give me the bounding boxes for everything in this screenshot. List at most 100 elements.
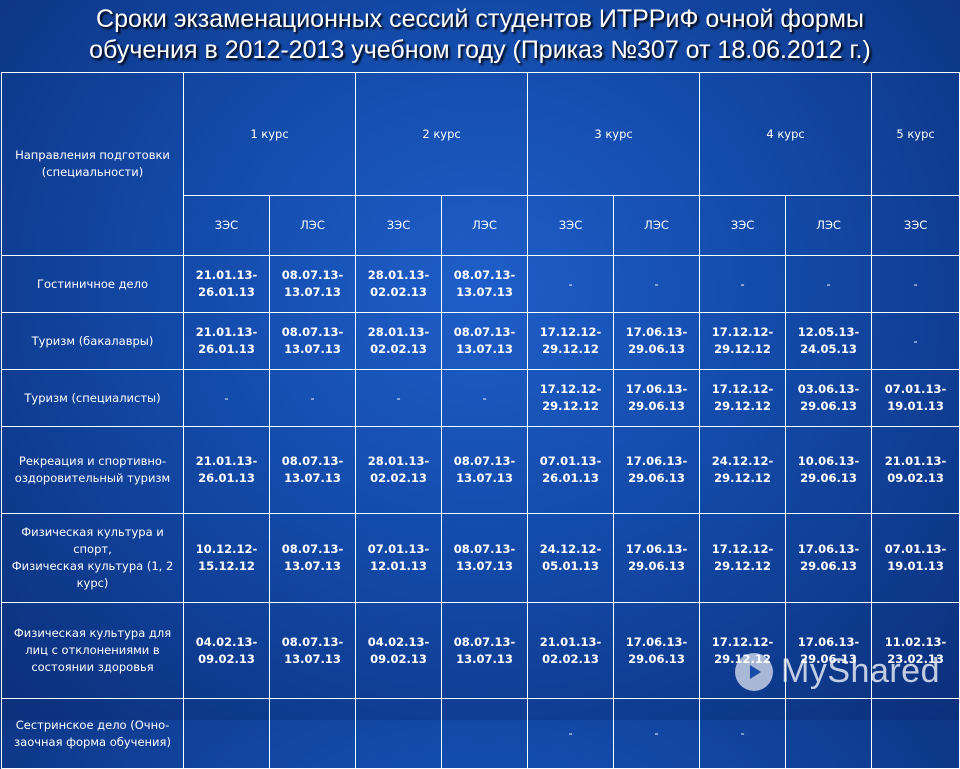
table-row: Физическая культура и спорт, Физическая к…: [1, 513, 960, 603]
session-date-cell: 07.01.13-19.01.13: [871, 369, 960, 427]
header-row-courses: Направления подготовки (специальности) 1…: [1, 72, 960, 256]
session-date-cell: 21.01.13-26.01.13: [183, 312, 270, 370]
session-date-cell: 24.12.12-29.12.12: [699, 426, 787, 514]
session-date-cell: 28.01.13-02.02.13: [355, 312, 443, 370]
session-date-cell: -: [441, 369, 529, 427]
session-date-cell: 17.12.12-29.12.12: [699, 369, 787, 427]
direction-name: Физическая культура для лиц с отклонения…: [1, 602, 184, 699]
session-date-cell: 11.02.13-23.02.13: [871, 602, 960, 699]
session-date-cell: 24.12.12-05.01.13: [527, 513, 615, 603]
session-date-cell: 08.07.13-13.07.13: [268, 513, 357, 603]
session-date-cell: [183, 698, 270, 769]
session-date-cell: 17.12.12-29.12.12: [699, 513, 787, 603]
session-header: ЛЭС: [613, 195, 701, 256]
table-row: Гостиничное дело 21.01.13-26.01.13 08.07.1…: [1, 255, 960, 313]
session-date-cell: -: [613, 255, 701, 313]
direction-name-part: Гостиничное дело: [36, 276, 149, 291]
session-date-cell: 21.01.13-26.01.13: [183, 426, 270, 514]
session-date-cell: -: [183, 369, 270, 427]
direction-name-part: Физическая культура и спорт,: [21, 525, 164, 556]
session-header: ЗЭС: [355, 195, 443, 256]
directions-header: Направления подготовки (специальности): [1, 72, 184, 256]
table-row: Физическая культура для лиц с отклонения…: [1, 602, 960, 699]
session-date-cell: [785, 698, 873, 769]
session-date-cell: -: [527, 698, 615, 769]
direction-name-part: Физическая культура (1, 2 курс): [11, 559, 174, 590]
session-date-cell: 10.06.13-29.06.13: [785, 426, 873, 514]
direction-name-part: Физическая культура для лиц с отклонения…: [13, 626, 172, 674]
course-header-3: 3 курс: [527, 72, 701, 196]
session-date-cell: 08.07.13-13.07.13: [268, 426, 357, 514]
session-date-cell: 17.12.12-29.12.12: [699, 312, 787, 370]
session-date-cell: 08.07.13-13.07.13: [441, 426, 529, 514]
session-header: ЗЭС: [527, 195, 615, 256]
session-date-cell: 21.01.13-09.02.13: [871, 426, 960, 514]
session-header: ЛЭС: [785, 195, 873, 256]
session-date-cell: 04.02.13-09.02.13: [355, 602, 443, 699]
session-date-cell: 07.01.13-19.01.13: [871, 513, 960, 603]
session-header: ЗЭС: [699, 195, 787, 256]
session-date-cell: -: [871, 255, 960, 313]
session-date-cell: 28.01.13-02.02.13: [355, 426, 443, 514]
session-date-cell: 28.01.13-02.02.13: [355, 255, 443, 313]
table-row: Сестринское дело (Очно-заочная форма обу…: [1, 698, 960, 769]
session-date-cell: 17.12.12-29.12.12: [699, 602, 787, 699]
session-date-cell: -: [268, 369, 357, 427]
session-date-cell: 17.06.13-29.06.13: [613, 513, 701, 603]
session-date-cell: 17.06.13-29.06.13: [785, 513, 873, 603]
direction-name: Туризм (бакалавры): [1, 312, 184, 370]
session-header: ЛЭС: [268, 195, 357, 256]
header-row-sessions: ЗЭС ЛЭС ЗЭС ЛЭС ЗЭС ЛЭС ЗЭС ЛЭС ЗЭС: [2, 195, 960, 256]
session-header: ЗЭС: [183, 195, 270, 256]
session-date-cell: 17.12.12-29.12.12: [527, 312, 615, 370]
session-date-cell: -: [871, 312, 960, 370]
session-date-cell: 07.01.13-12.01.13: [355, 513, 443, 603]
session-date-cell: [268, 698, 357, 769]
session-date-cell: -: [785, 255, 873, 313]
session-header: ЛЭС: [441, 195, 529, 256]
session-date-cell: [871, 698, 960, 769]
session-date-cell: -: [613, 698, 701, 769]
table-row: Туризм (специалисты) - - - -17.12.12-29.12.1…: [1, 369, 960, 427]
direction-name-part: Рекреация и спортивно-оздоровительный ту…: [14, 454, 171, 485]
session-date-cell: 10.12.12-15.12.12: [183, 513, 270, 603]
course-header-2: 2 курс: [355, 72, 529, 196]
session-date-cell: 17.12.12-29.12.12: [527, 369, 615, 427]
session-date-cell: 17.06.13-29.06.13: [613, 602, 701, 699]
direction-name-part: Туризм (специалисты): [24, 390, 161, 405]
session-date-cell: -: [699, 698, 787, 769]
session-date-cell: -: [699, 255, 787, 313]
session-date-cell: 17.06.13-29.06.13: [785, 602, 873, 699]
session-date-cell: [441, 698, 529, 769]
session-date-cell: -: [527, 255, 615, 313]
direction-name: Гостиничное дело: [1, 255, 184, 313]
title-line-2: обучения в 2012-2013 учебном году (Прика…: [89, 36, 871, 64]
session-date-cell: 03.06.13-29.06.13: [785, 369, 873, 427]
session-date-cell: 08.07.13-13.07.13: [268, 602, 357, 699]
session-date-cell: 08.07.13-13.07.13: [441, 513, 529, 603]
session-date-cell: 08.07.13-13.07.13: [441, 255, 529, 313]
direction-name: Физическая культура и спорт, Физическая к…: [1, 513, 184, 603]
course-header-4: 4 курс: [699, 72, 873, 196]
course-header-1: 1 курс: [182, 72, 357, 196]
session-date-cell: 08.07.13-13.07.13: [441, 312, 529, 370]
session-date-cell: 08.07.13-13.07.13: [268, 255, 357, 313]
session-date-cell: 21.01.13-26.01.13: [183, 255, 270, 313]
session-date-cell: 17.06.13-29.06.13: [613, 369, 701, 427]
exam-schedule-table: Направления подготовки (специальности) 1…: [1, 72, 960, 769]
session-date-cell: 12.05.13-24.05.13: [785, 312, 873, 370]
table-row: Рекреация и спортивно-оздоровительный ту…: [1, 426, 960, 514]
session-date-cell: 08.07.13-13.07.13: [441, 602, 529, 699]
session-date-cell: -: [355, 369, 443, 427]
session-date-cell: 21.01.13-02.02.13: [527, 602, 615, 699]
session-date-cell: 07.01.13-26.01.13: [527, 426, 615, 514]
direction-name: Туризм (специалисты): [1, 369, 184, 427]
table-row: Туризм (бакалавры) 21.01.13-26.01.13 08.07…: [1, 312, 960, 370]
session-header: ЗЭС: [871, 195, 960, 256]
direction-name-part: Туризм (бакалавры): [31, 333, 154, 348]
title-line-1: Сроки экзаменационных сессий студентов И…: [96, 5, 864, 33]
session-date-cell: 17.06.13-29.06.13: [613, 312, 701, 370]
direction-name: Сестринское дело (Очно-заочная форма обу…: [1, 698, 184, 769]
slide-title: Сроки экзаменационных сессий студентов И…: [0, 4, 960, 66]
course-header-5: 5 курс: [871, 72, 960, 196]
